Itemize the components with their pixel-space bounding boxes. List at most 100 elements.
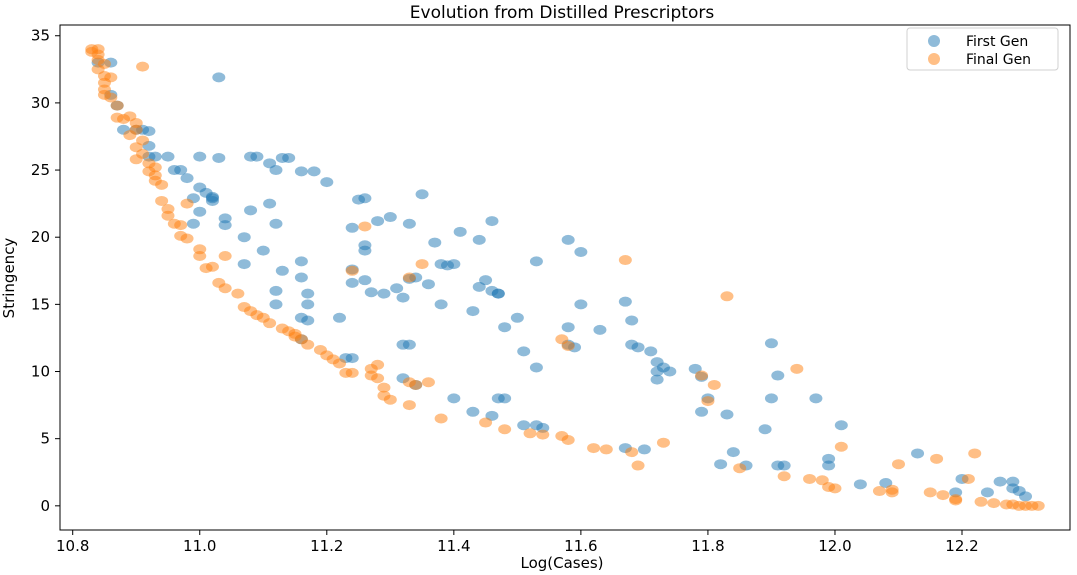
scatter-point — [218, 220, 232, 231]
scatter-point — [771, 370, 785, 381]
scatter-point — [485, 216, 499, 227]
scatter-point — [650, 374, 664, 385]
scatter-point — [409, 379, 423, 390]
scatter-point — [275, 265, 289, 276]
x-tick-label: 12.2 — [945, 537, 978, 555]
x-tick-label: 11.6 — [564, 537, 597, 555]
y-tick-label: 20 — [31, 228, 50, 246]
scatter-point — [764, 338, 778, 349]
x-tick-label: 12.0 — [818, 537, 851, 555]
y-axis: 0 5 10 15 20 25 30 35 — [31, 27, 60, 515]
scatter-point — [631, 342, 645, 353]
scatter-point — [650, 366, 664, 377]
scatter-point — [205, 195, 219, 206]
scatter-point — [402, 339, 416, 350]
x-tick-label: 11.8 — [691, 537, 724, 555]
scatter-point — [212, 72, 226, 83]
scatter-point — [561, 435, 575, 446]
y-tick-label: 0 — [40, 497, 50, 515]
scatter-point — [129, 124, 143, 135]
scatter-point — [174, 165, 188, 176]
scatter-point — [472, 234, 486, 245]
scatter-point — [193, 206, 207, 217]
scatter-point — [930, 453, 944, 464]
scatter-point — [263, 198, 277, 209]
scatter-point — [263, 318, 277, 329]
scatter-point — [758, 424, 772, 435]
scatter-point — [523, 428, 537, 439]
scatter-point — [301, 315, 315, 326]
scatter-point — [193, 251, 207, 262]
scatter-point — [479, 417, 493, 428]
scatter-point — [631, 460, 645, 471]
scatter-point — [161, 210, 175, 221]
scatter-point — [479, 275, 493, 286]
y-tick-label: 30 — [31, 94, 50, 112]
scatter-point — [237, 259, 251, 270]
scatter-point — [695, 370, 709, 381]
x-tick-label: 11.0 — [183, 537, 216, 555]
scatter-point — [332, 358, 346, 369]
points-layer — [85, 44, 1045, 511]
scatter-point — [987, 498, 1001, 509]
scatter-point — [656, 437, 670, 448]
scatter-point — [371, 359, 385, 370]
scatter-point — [421, 279, 435, 290]
legend-marker-first-gen — [928, 35, 940, 47]
scatter-point — [186, 218, 200, 229]
scatter-point — [961, 473, 975, 484]
scatter-point — [358, 275, 372, 286]
scatter-point — [803, 473, 817, 484]
scatter-point — [891, 459, 905, 470]
y-tick-label: 15 — [31, 295, 50, 313]
scatter-point — [301, 299, 315, 310]
scatter-point — [453, 226, 467, 237]
scatter-point — [828, 483, 842, 494]
scatter-point — [625, 447, 639, 458]
scatter-point — [371, 216, 385, 227]
scatter-point — [561, 340, 575, 351]
scatter-point — [980, 487, 994, 498]
scatter-point — [415, 259, 429, 270]
scatter-point — [142, 126, 156, 137]
scatter-point — [777, 471, 791, 482]
scatter-point — [993, 476, 1007, 487]
scatter-point — [834, 420, 848, 431]
legend-label-final-gen: Final Gen — [966, 52, 1031, 68]
scatter-point — [256, 245, 270, 256]
scatter-point — [720, 291, 734, 302]
x-axis: 10.8 11.0 11.2 11.4 11.6 11.8 12.0 12.2 — [56, 530, 979, 555]
scatter-point — [136, 61, 150, 72]
scatter-point — [402, 400, 416, 411]
scatter-point — [974, 496, 988, 507]
scatter-point — [618, 255, 632, 266]
scatter-point — [212, 152, 226, 163]
scatter-point — [599, 444, 613, 455]
scatter-point — [1019, 491, 1033, 502]
scatter-point — [428, 237, 442, 248]
scatter-point — [529, 362, 543, 373]
scatter-point — [180, 198, 194, 209]
scatter-point — [269, 165, 283, 176]
scatter-point — [320, 177, 334, 188]
scatter-point — [809, 393, 823, 404]
scatter-point — [358, 245, 372, 256]
scatter-point — [714, 459, 728, 470]
scatter-point — [345, 265, 359, 276]
scatter-point — [282, 152, 296, 163]
scatter-point — [644, 346, 658, 357]
scatter-point — [390, 283, 404, 294]
legend-marker-final-gen — [928, 53, 940, 65]
scatter-point — [345, 277, 359, 288]
y-axis-label: Stringency — [0, 238, 18, 319]
scatter-point — [193, 151, 207, 162]
scatter-point — [764, 393, 778, 404]
scatter-point — [294, 166, 308, 177]
scatter-point — [415, 189, 429, 200]
scatter-point — [949, 495, 963, 506]
scatter-point — [618, 296, 632, 307]
scatter-point — [97, 89, 111, 100]
scatter-point — [561, 322, 575, 333]
legend: First Gen Final Gen — [906, 27, 1059, 71]
scatter-point — [536, 429, 550, 440]
